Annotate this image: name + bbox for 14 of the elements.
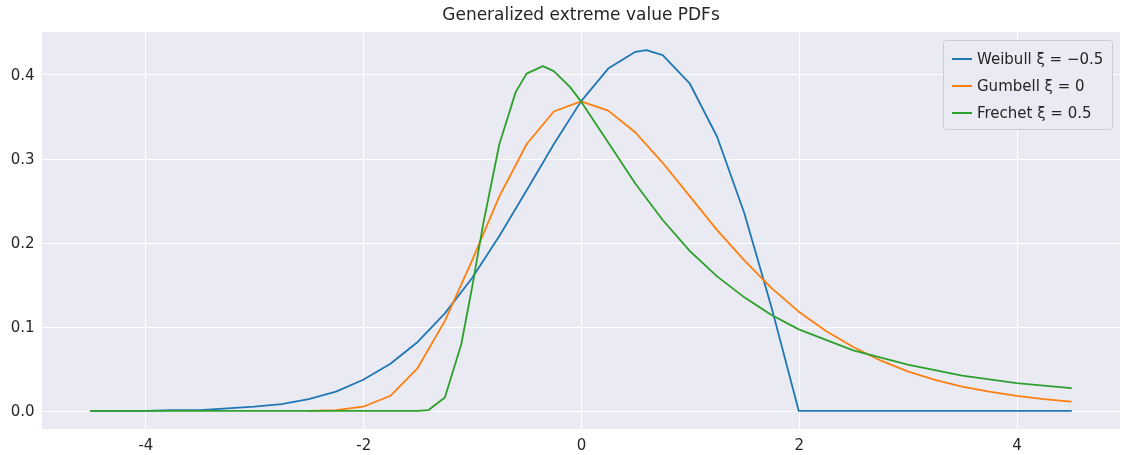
x-tick-label: 4 <box>1012 435 1022 454</box>
y-tick-label: 0.2 <box>10 234 35 253</box>
y-tick-label: 0.4 <box>10 65 35 84</box>
x-tick-label: -4 <box>138 435 154 454</box>
y-tick-label: 0.3 <box>10 150 35 169</box>
y-tick-label: 0.1 <box>10 318 35 337</box>
legend-label: Frechet ξ = 0.5 <box>977 104 1092 122</box>
x-tick-label: 0 <box>576 435 587 454</box>
legend-label: Weibull ξ = −0.5 <box>977 50 1104 68</box>
legend-label: Gumbell ξ = 0 <box>977 77 1085 95</box>
y-tick-label: 0.0 <box>10 402 35 421</box>
x-tick-label: 2 <box>794 435 805 454</box>
chart-title: Generalized extreme value PDFs <box>442 4 720 24</box>
x-tick-label: -2 <box>356 435 372 454</box>
